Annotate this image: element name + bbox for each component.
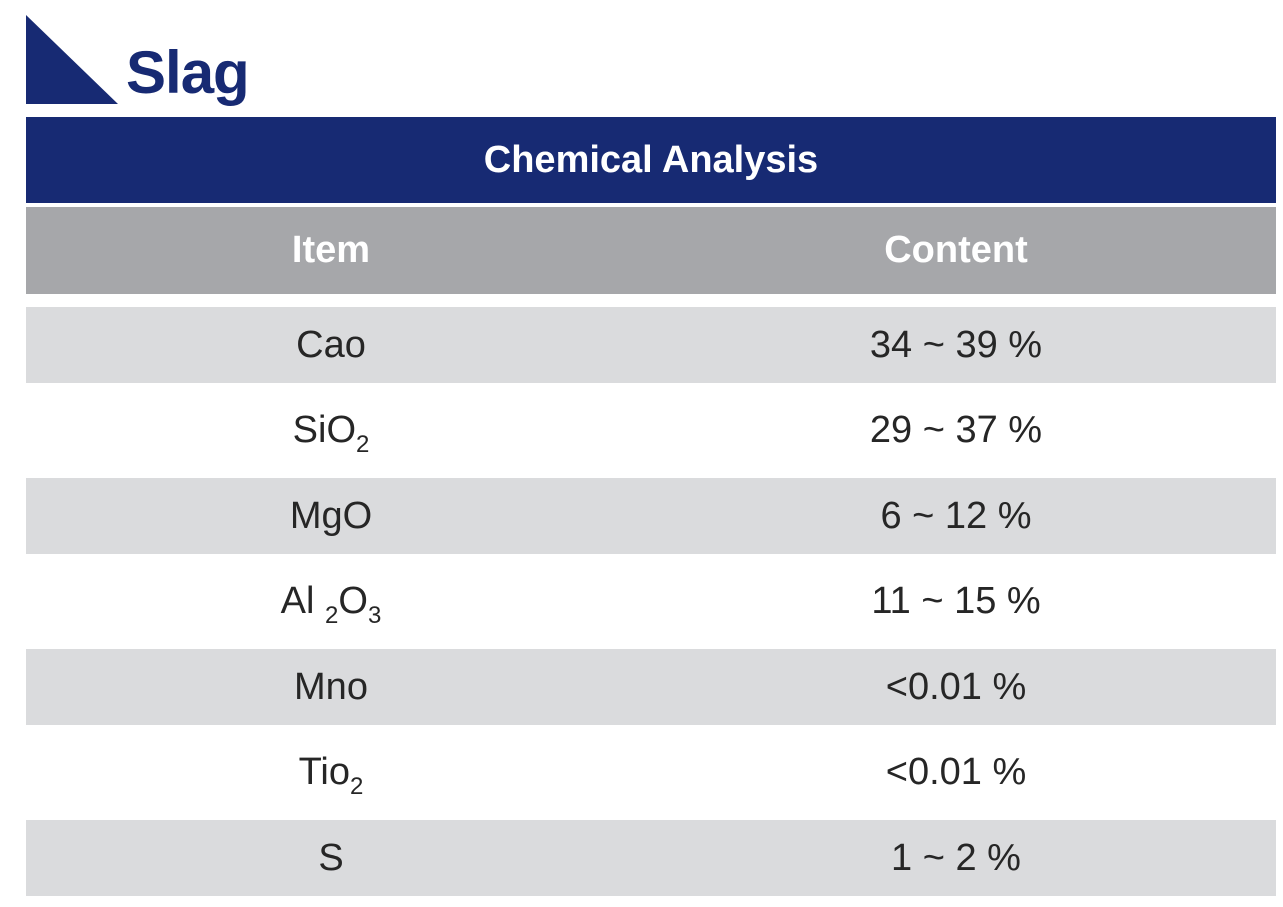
header-content: Content [884, 229, 1028, 271]
table-row: Tio2 <0.01 % [26, 725, 1276, 820]
table-body: Cao 34 ~ 39 % SiO2 29 ~ 37 % MgO 6 ~ 12 … [26, 307, 1276, 896]
item-cell: S [318, 836, 344, 879]
content-cell: 34 ~ 39 % [869, 323, 1043, 366]
item-cell: MgO [289, 494, 373, 537]
corner-triangle-logo [26, 15, 118, 104]
content-cell: <0.01 % [885, 751, 1027, 793]
item-cell: Al 2O3 [280, 580, 382, 629]
table-row: Al 2O3 11 ~ 15 % [26, 554, 1276, 649]
content-cell: 29 ~ 37 % [869, 409, 1043, 451]
item-cell: Mno [294, 665, 368, 708]
chemical-analysis-table: Chemical Analysis Item Content Cao 34 ~ … [26, 117, 1276, 896]
table-row: MgO 6 ~ 12 % [26, 478, 1276, 554]
content-cell: 6 ~ 12 % [880, 494, 1032, 537]
content-cell: 11 ~ 15 % [871, 580, 1041, 622]
page-title: Slag [126, 39, 250, 106]
table-title: Chemical Analysis [26, 117, 1276, 203]
content-cell: <0.01 % [885, 665, 1027, 708]
header-item: Item [291, 229, 371, 271]
table-row: S 1 ~ 2 % [26, 820, 1276, 896]
table-header-row: Item Content [26, 207, 1276, 294]
item-cell: SiO2 [292, 409, 370, 458]
table-row: Cao 34 ~ 39 % [26, 307, 1276, 383]
content-cell: 1 ~ 2 % [891, 836, 1021, 879]
table-row: SiO2 29 ~ 37 % [26, 383, 1276, 478]
item-cell: Cao [296, 323, 366, 366]
table-row: Mno <0.01 % [26, 649, 1276, 725]
item-cell: Tio2 [298, 751, 364, 800]
